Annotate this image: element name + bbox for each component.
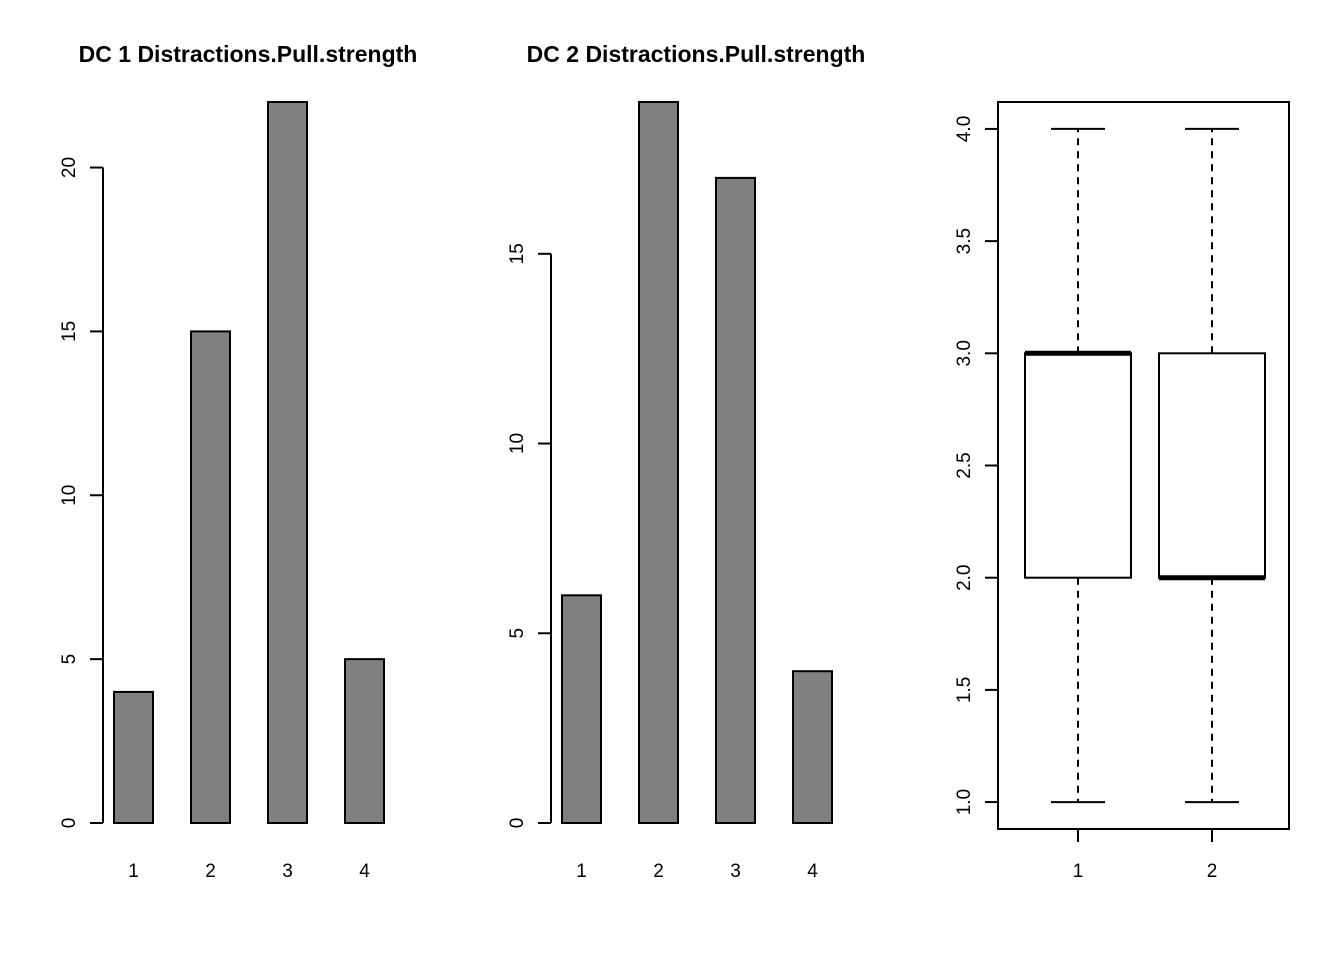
bar bbox=[344, 658, 385, 824]
y-tick-label: 5 bbox=[59, 654, 80, 665]
y-tick-label: 1.5 bbox=[954, 677, 975, 703]
x-tick-label: 1 bbox=[128, 861, 139, 882]
y-tick-label: 15 bbox=[59, 321, 80, 342]
x-tick-label: 3 bbox=[282, 861, 293, 882]
chart-title: DC 1 Distractions.Pull.strength bbox=[79, 41, 418, 67]
y-tick-label: 2.0 bbox=[954, 564, 975, 590]
y-tick-label: 20 bbox=[59, 157, 80, 178]
x-tick-label: 4 bbox=[807, 861, 818, 882]
y-tick-label: 0 bbox=[59, 818, 80, 829]
y-tick-label: 5 bbox=[507, 628, 528, 639]
y-tick-label: 0 bbox=[507, 818, 528, 829]
y-tick-label: 3.0 bbox=[954, 340, 975, 366]
bar bbox=[638, 101, 679, 824]
y-tick-label: 10 bbox=[507, 433, 528, 454]
bar bbox=[267, 101, 308, 824]
bar bbox=[190, 330, 231, 824]
bar-chart-dc1: DC 1 Distractions.Pull.strength 1 2 3 4 0 5 10… bbox=[59, 41, 417, 882]
box bbox=[1158, 352, 1266, 579]
boxplot-chart: 1 2 1.0 1.5 2.0 2.5 3.0 3.5 4.0 bbox=[954, 101, 1290, 882]
chart-title: DC 2 Distractions.Pull.strength bbox=[527, 41, 866, 67]
bar bbox=[561, 594, 602, 824]
bar bbox=[113, 690, 154, 825]
x-tick-label: 4 bbox=[359, 861, 370, 882]
x-tick-label: 1 bbox=[1073, 861, 1084, 882]
y-tick-label: 2.5 bbox=[954, 452, 975, 478]
x-tick-label: 1 bbox=[576, 861, 587, 882]
box bbox=[1024, 352, 1132, 579]
x-tick-label: 2 bbox=[653, 861, 664, 882]
y-tick-label: 3.5 bbox=[954, 228, 975, 254]
x-tick-label: 2 bbox=[205, 861, 216, 882]
bar bbox=[792, 670, 833, 824]
bar-chart-dc2: DC 2 Distractions.Pull.strength 1 2 3 4 0 5 10… bbox=[507, 41, 865, 882]
y-tick-label: 10 bbox=[59, 485, 80, 506]
bar bbox=[715, 176, 756, 825]
y-tick-label: 4.0 bbox=[954, 116, 975, 142]
x-tick-label: 3 bbox=[730, 861, 741, 882]
x-tick-label: 2 bbox=[1207, 861, 1218, 882]
y-tick-label: 15 bbox=[507, 243, 528, 264]
y-tick-label: 1.0 bbox=[954, 789, 975, 815]
